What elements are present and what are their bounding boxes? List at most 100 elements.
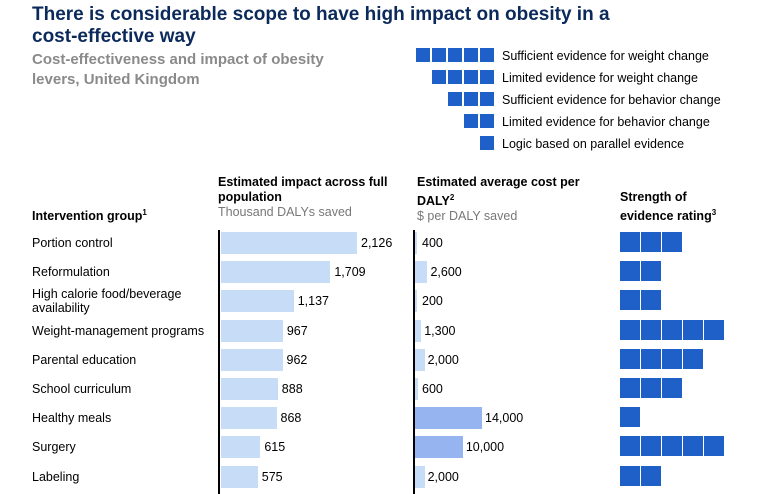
impact-bar: [221, 261, 331, 283]
evidence-block: [662, 320, 682, 340]
legend-item: Limited evidence for behavior change: [400, 114, 740, 130]
evidence-square: [480, 70, 494, 84]
evidence-square: [448, 48, 462, 62]
impact-value-label: 1,137: [297, 294, 329, 308]
evidence-block: [662, 378, 682, 398]
impact-value-label: 967: [286, 324, 308, 338]
impact-bar: [221, 232, 357, 254]
evidence-square: [480, 136, 494, 150]
legend-rating-squares: [414, 48, 494, 64]
impact-value-label: 868: [280, 411, 302, 425]
evidence-rating: [620, 436, 725, 458]
cost-value-label: 2,000: [427, 470, 459, 484]
legend-rating-squares: [478, 136, 494, 152]
intervention-label: Labeling: [32, 470, 80, 484]
intervention-label: High calorie food/beverage availability: [32, 287, 182, 315]
evidence-block: [641, 261, 661, 281]
impact-value-label: 2,126: [361, 236, 393, 250]
table-row: Surgery 615 10,000: [0, 434, 760, 460]
evidence-block: [620, 290, 640, 310]
evidence-block: [662, 232, 682, 252]
evidence-rating: [620, 261, 662, 283]
impact-value-label: 615: [264, 440, 286, 454]
evidence-square: [480, 114, 494, 128]
cost-bar: [415, 436, 463, 458]
table-row: Portion control 2,126 400: [0, 230, 760, 256]
evidence-square: [448, 70, 462, 84]
strength-column-header: Strength of evidence rating3: [620, 190, 717, 224]
table-row: School curriculum 888 600: [0, 376, 760, 402]
evidence-square: [432, 70, 446, 84]
cost-axis: [413, 230, 415, 494]
cost-bar: [415, 378, 418, 400]
impact-bar: [221, 290, 294, 312]
legend-rating-squares: [446, 92, 494, 108]
legend-label: Logic based on parallel evidence: [502, 137, 685, 151]
table-row: Parental education 962 2,000: [0, 347, 760, 373]
cost-value-label: 2,000: [427, 353, 459, 367]
intervention-label: School curriculum: [32, 382, 132, 396]
cost-bar: [415, 290, 417, 312]
legend-item: Logic based on parallel evidence: [400, 136, 740, 152]
intervention-label: Parental education: [32, 353, 137, 367]
intervention-label: Portion control: [32, 236, 113, 250]
cost-value-label: 400: [422, 236, 443, 250]
legend-rating-squares: [430, 70, 494, 86]
intervention-label: Reformulation: [32, 265, 110, 279]
evidence-square: [416, 48, 430, 62]
evidence-block: [641, 320, 661, 340]
evidence-block: [683, 349, 703, 369]
evidence-square: [464, 92, 478, 106]
intervention-label: Weight-management programs: [32, 324, 205, 338]
impact-bar: [221, 320, 283, 342]
cost-value-label: 10,000: [465, 440, 505, 454]
evidence-square: [464, 114, 478, 128]
table-row: Labeling 575 2,000: [0, 464, 760, 490]
evidence-rating: [620, 407, 641, 429]
cost-value-label: 1,300: [424, 324, 456, 338]
cost-bar: [415, 407, 482, 429]
cost-bar: [415, 320, 422, 342]
group-column-header: Intervention group1: [32, 208, 147, 224]
impact-value-label: 888: [281, 382, 303, 396]
evidence-rating: [620, 349, 704, 371]
evidence-block: [620, 349, 640, 369]
evidence-block: [662, 436, 682, 456]
legend-label: Limited evidence for weight change: [502, 71, 698, 85]
evidence-block: [641, 349, 661, 369]
evidence-block: [641, 436, 661, 456]
impact-bar: [221, 378, 278, 400]
cost-value-label: 600: [422, 382, 443, 396]
impact-value-label: 575: [261, 470, 283, 484]
evidence-block: [620, 407, 640, 427]
chart-subtitle: Cost-effectiveness and impact of obesity…: [32, 51, 324, 88]
evidence-square: [464, 48, 478, 62]
evidence-rating: [620, 232, 683, 254]
evidence-block: [641, 290, 661, 310]
legend-label: Sufficient evidence for weight change: [502, 49, 709, 63]
evidence-rating: [620, 320, 725, 342]
impact-bar: [221, 407, 277, 429]
cost-value-label: 14,000: [485, 411, 524, 425]
evidence-square: [480, 92, 494, 106]
legend-label: Limited evidence for behavior change: [502, 115, 710, 129]
evidence-block: [620, 436, 640, 456]
cost-bar: [415, 349, 425, 371]
intervention-label: Healthy meals: [32, 411, 112, 425]
evidence-rating: [620, 290, 662, 312]
table-row: Healthy meals 868 14,000: [0, 405, 760, 431]
evidence-block: [620, 466, 640, 486]
legend-item: Sufficient evidence for weight change: [400, 48, 740, 64]
impact-value-label: 962: [286, 353, 308, 367]
table-row: Weight-management programs 967 1,300: [0, 318, 760, 344]
evidence-block: [683, 320, 703, 340]
impact-bar: [221, 466, 258, 488]
impact-column-header: Estimated impact across full population …: [218, 175, 388, 219]
evidence-block: [683, 436, 703, 456]
impact-bar: [221, 349, 283, 371]
table-row: High calorie food/beverage availability 1…: [0, 287, 760, 315]
evidence-block: [662, 349, 682, 369]
evidence-block: [641, 466, 661, 486]
intervention-label: Surgery: [32, 440, 76, 454]
evidence-block: [620, 378, 640, 398]
